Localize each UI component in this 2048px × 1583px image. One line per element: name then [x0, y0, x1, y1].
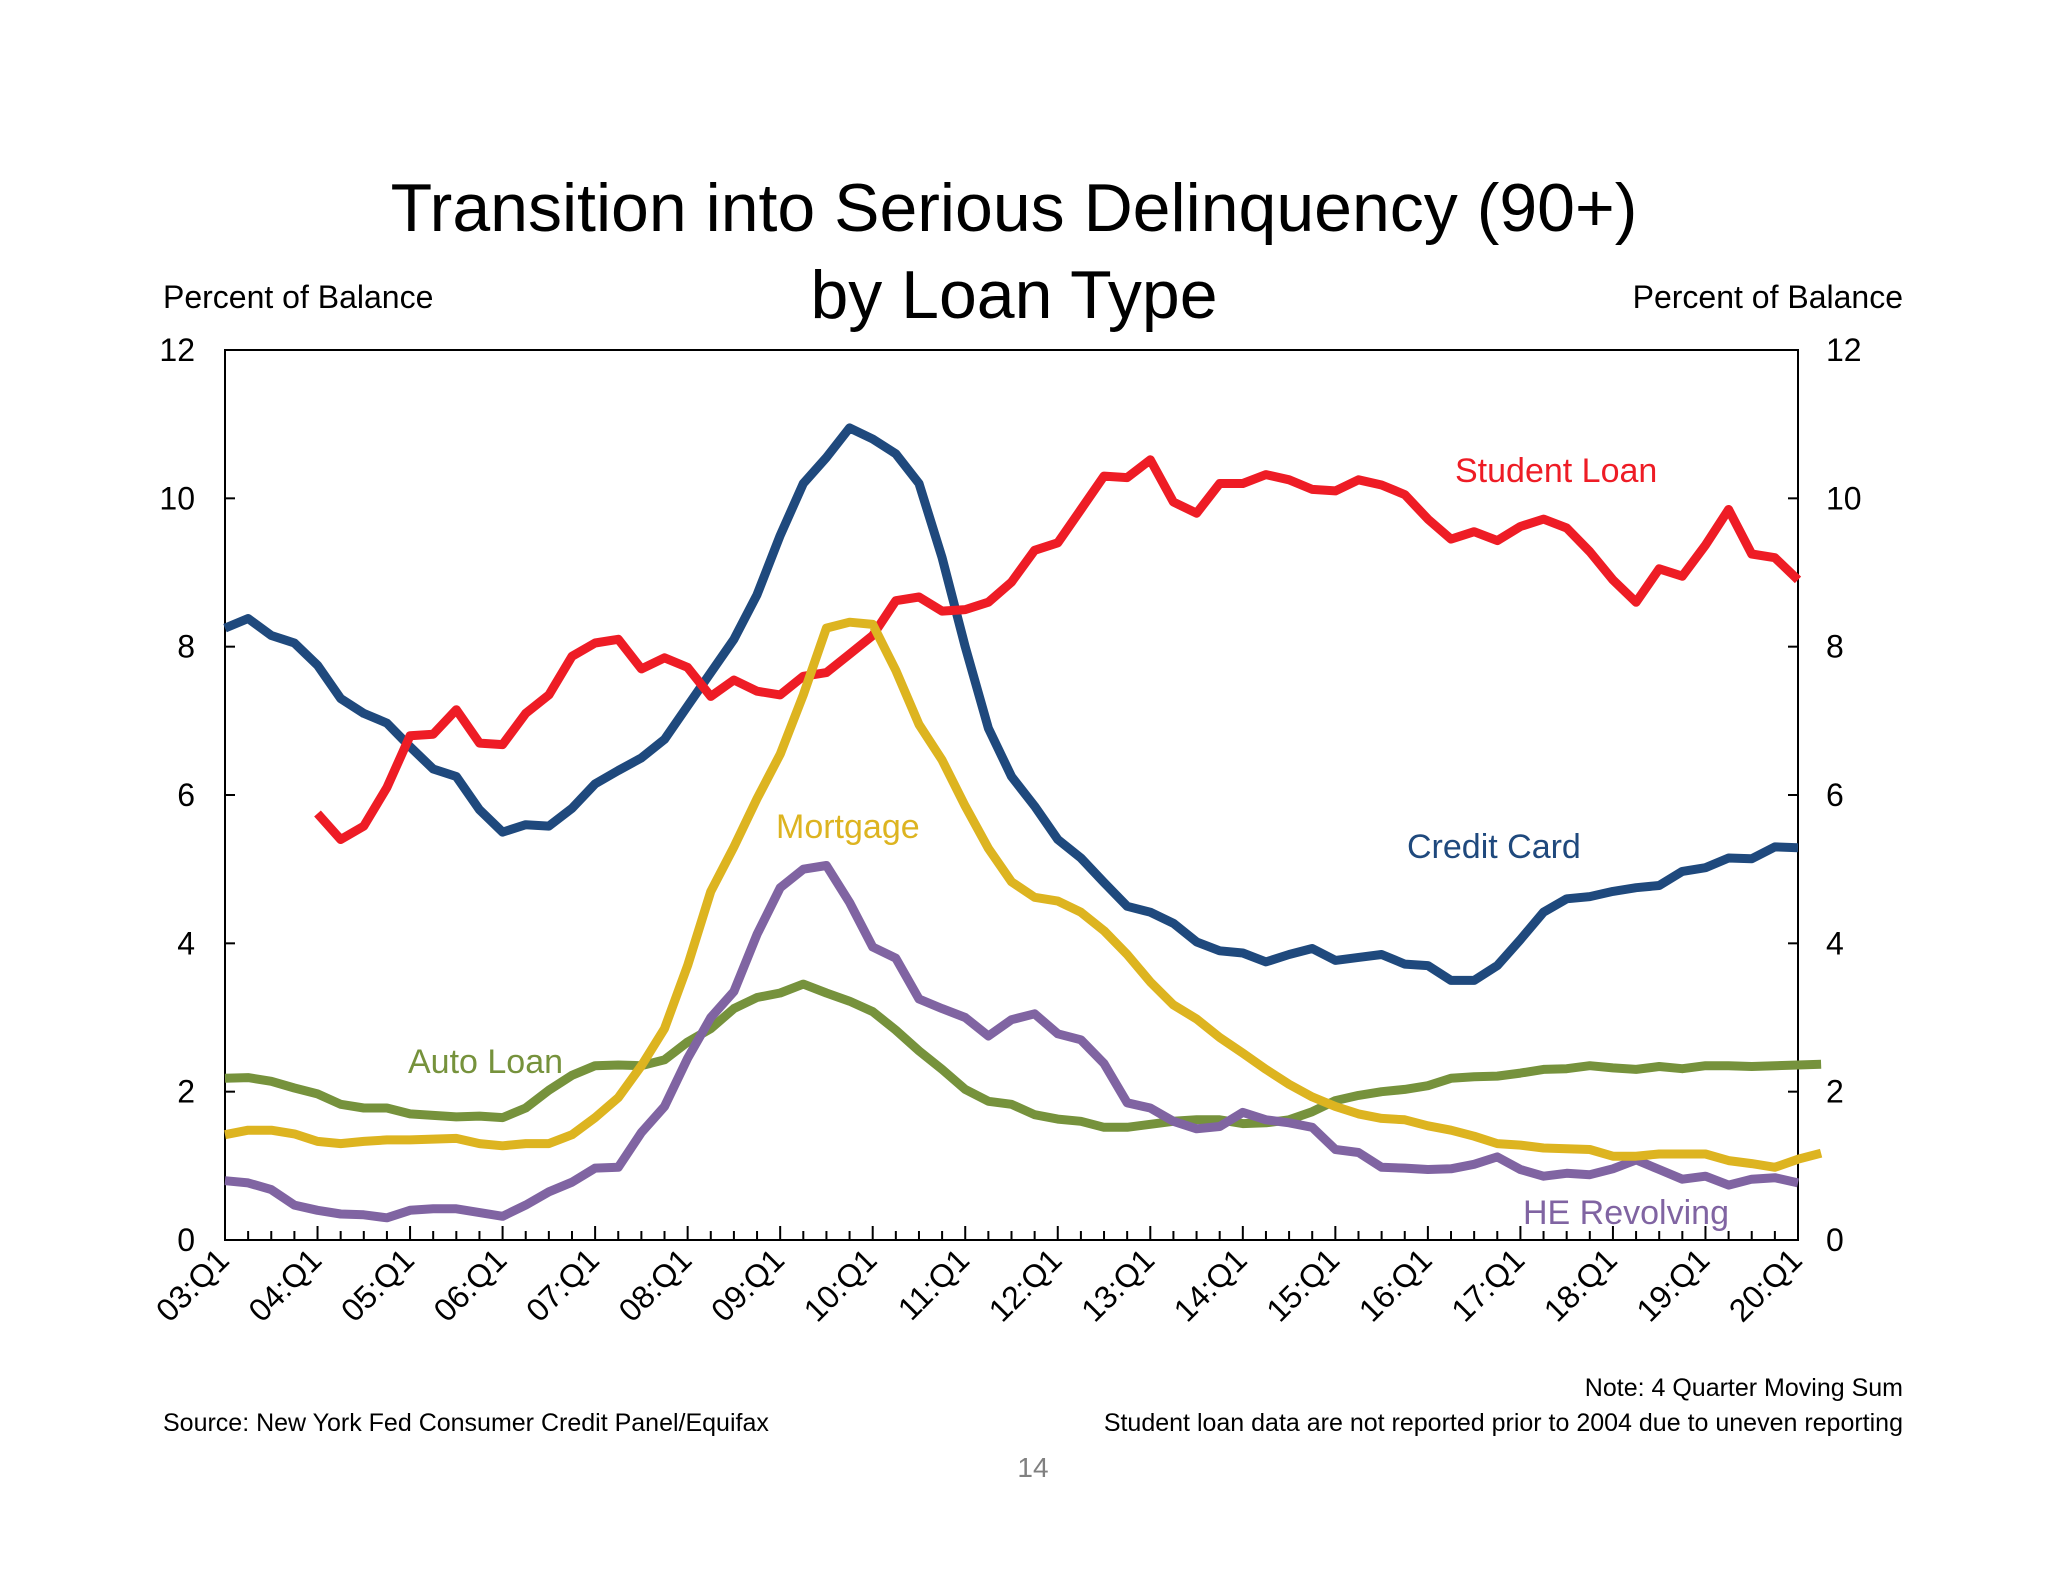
footnote-moving-sum: Note: 4 Quarter Moving Sum — [1585, 1374, 1903, 1402]
label-auto-loan: Auto Loan — [408, 1043, 563, 1081]
y-tick-label-left: 6 — [177, 777, 195, 813]
x-tick-label: 13:Q1 — [1074, 1241, 1161, 1328]
series-line-credit-card — [223, 423, 1799, 985]
x-tick-label: 07:Q1 — [519, 1241, 606, 1328]
label-he-revolving: HE Revolving — [1523, 1194, 1729, 1232]
series-lines — [223, 423, 1823, 1223]
series-line-he-revolving — [224, 861, 1799, 1223]
y-tick-label-right: 12 — [1826, 332, 1862, 368]
footnote-source: Source: New York Fed Consumer Credit Pan… — [163, 1409, 769, 1437]
y-tick-label-right: 8 — [1826, 629, 1844, 665]
x-tick-label: 04:Q1 — [241, 1241, 328, 1328]
y-tick-label-left: 8 — [177, 629, 195, 665]
x-tick-label: 15:Q1 — [1259, 1241, 1346, 1328]
y-axis-label-left: Percent of Balance — [163, 279, 433, 315]
x-tick-label: 06:Q1 — [426, 1241, 513, 1328]
x-tick-label: 08:Q1 — [612, 1241, 699, 1328]
y-tick-label-left: 10 — [159, 480, 195, 516]
y-tick-label-right: 4 — [1826, 925, 1844, 961]
chart-title-line2: by Loan Type — [810, 257, 1217, 333]
y-ticks-right: 0 2 4 6 8 10 12 — [1788, 332, 1862, 1258]
y-tick-label-right: 2 — [1826, 1074, 1844, 1110]
label-student-loan: Student Loan — [1455, 452, 1657, 490]
y-axis-label-right: Percent of Balance — [1633, 279, 1903, 315]
y-tick-label-left: 0 — [177, 1222, 195, 1258]
x-tick-label: 12:Q1 — [982, 1241, 1069, 1328]
x-ticks — [224, 1226, 1799, 1240]
x-tick-label: 19:Q1 — [1629, 1241, 1716, 1328]
x-tick-label: 09:Q1 — [704, 1241, 791, 1328]
x-tick-label: 14:Q1 — [1167, 1241, 1254, 1328]
x-tick-label: 18:Q1 — [1537, 1241, 1624, 1328]
x-tick-label: 11:Q1 — [891, 1241, 976, 1326]
label-mortgage: Mortgage — [776, 808, 920, 846]
x-tick-label: 16:Q1 — [1352, 1241, 1439, 1328]
x-tick-labels: 03:Q1 04:Q1 05:Q1 06:Q1 07:Q1 08:Q1 09:Q1 10:Q1… — [149, 1241, 1809, 1328]
series-line-auto-loan — [224, 979, 1822, 1132]
page-number: 14 — [1017, 1452, 1048, 1483]
y-tick-label-right: 10 — [1826, 480, 1862, 516]
series-line-student-loan — [314, 455, 1802, 844]
footnote-student-loan: Student loan data are not reported prior… — [1104, 1409, 1903, 1437]
y-tick-label-right: 6 — [1826, 777, 1844, 813]
x-tick-label: 17:Q1 — [1444, 1241, 1531, 1328]
x-tick-label: 20:Q1 — [1722, 1241, 1809, 1328]
y-tick-label-right: 0 — [1826, 1222, 1844, 1258]
x-tick-label: 10:Q1 — [797, 1241, 884, 1328]
y-tick-label-left: 12 — [159, 332, 195, 368]
y-tick-label-left: 2 — [177, 1074, 195, 1110]
y-ticks-left: 0 2 4 6 8 10 12 — [159, 332, 235, 1258]
series-line-mortgage — [224, 617, 1823, 1172]
x-tick-label: 05:Q1 — [334, 1241, 421, 1328]
chart-title-line1: Transition into Serious Delinquency (90+… — [391, 170, 1638, 246]
y-tick-label-left: 4 — [177, 925, 195, 961]
label-credit-card: Credit Card — [1407, 828, 1581, 866]
